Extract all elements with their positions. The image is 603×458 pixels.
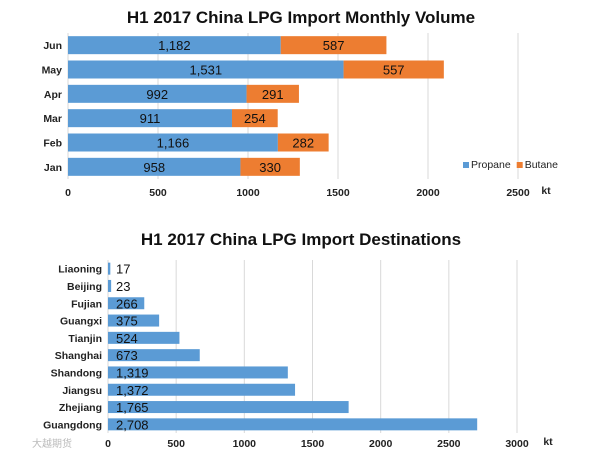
chart-title: H1 2017 China LPG Import Destinations — [141, 230, 461, 249]
data-label: 330 — [259, 160, 281, 175]
data-label: 375 — [116, 314, 138, 329]
category-label: May — [42, 65, 63, 77]
category-label: Shanghai — [55, 350, 102, 362]
bar-propane — [68, 109, 232, 128]
data-label: 911 — [140, 111, 161, 126]
bar-destination — [108, 401, 349, 414]
x-tick-label: 500 — [149, 187, 167, 199]
category-label: Jun — [43, 40, 62, 52]
legend-swatch — [516, 162, 523, 168]
bar-butane — [231, 109, 278, 128]
bar-destination — [108, 383, 296, 396]
bar-propane — [68, 84, 247, 103]
bar-propane — [68, 36, 281, 55]
bar-propane — [68, 157, 241, 176]
bar-destination — [108, 262, 111, 275]
category-label: Beijing — [67, 281, 102, 293]
data-label: 524 — [116, 331, 138, 346]
x-tick-label: 1000 — [236, 187, 260, 199]
bar-butane — [240, 157, 300, 176]
data-label: 958 — [143, 160, 165, 175]
legend-label: Butane — [525, 159, 558, 171]
category-label: Tianjin — [68, 333, 102, 345]
bar-butane — [246, 84, 299, 103]
bar-butane — [343, 60, 444, 79]
category-label: Liaoning — [58, 264, 102, 276]
category-label: Apr — [44, 89, 62, 101]
data-label: 17 — [116, 262, 130, 277]
bar-destination — [108, 418, 478, 431]
bar-destination — [108, 279, 112, 292]
x-tick-label: 500 — [167, 438, 185, 450]
x-tick-label: 2000 — [416, 187, 440, 199]
data-label: 266 — [116, 296, 138, 311]
chart-title: H1 2017 China LPG Import Monthly Volume — [127, 8, 475, 27]
x-tick-label: 2000 — [369, 438, 393, 450]
x-axis-unit: kt — [543, 436, 553, 448]
data-label: 1,182 — [158, 38, 191, 53]
data-label: 1,372 — [116, 383, 149, 398]
data-label: 1,166 — [157, 136, 190, 151]
category-label: Fujian — [71, 298, 102, 310]
bar-destination — [108, 349, 200, 362]
bar-propane — [68, 60, 344, 79]
category-label: Mar — [43, 113, 62, 125]
x-tick-label: 1500 — [326, 187, 350, 199]
category-label: Guangxi — [60, 316, 102, 328]
bar-butane — [280, 36, 387, 55]
data-label: 673 — [116, 348, 138, 363]
category-label: Jiangsu — [62, 385, 102, 397]
x-tick-label: 2500 — [437, 438, 461, 450]
x-tick-label: 0 — [105, 438, 111, 450]
data-label: 2,708 — [116, 417, 149, 432]
category-label: Zhejiang — [59, 402, 102, 414]
category-label: Shandong — [51, 367, 102, 379]
data-label: 23 — [116, 279, 130, 294]
data-label: 557 — [383, 63, 405, 78]
category-label: Guangdong — [43, 419, 102, 431]
bar-butane — [277, 133, 329, 152]
data-label: 282 — [292, 136, 314, 151]
bar-destination — [108, 314, 160, 327]
x-axis-unit: kt — [541, 185, 551, 197]
x-tick-label: 3000 — [505, 438, 529, 450]
data-label: 992 — [146, 87, 168, 102]
data-label: 254 — [244, 111, 266, 126]
x-tick-label: 2500 — [506, 187, 530, 199]
bar-propane — [68, 133, 278, 152]
data-label: 587 — [323, 38, 345, 53]
bar-destination — [108, 297, 145, 310]
data-label: 1,319 — [116, 365, 149, 380]
data-label: 291 — [262, 87, 284, 102]
category-label: Jan — [44, 162, 62, 174]
legend-label: Propane — [471, 159, 511, 171]
x-tick-label: 1000 — [233, 438, 257, 450]
x-tick-label: 1500 — [301, 438, 325, 450]
x-tick-label: 0 — [65, 187, 71, 199]
bar-destination — [108, 331, 180, 344]
data-label: 1,531 — [190, 63, 223, 78]
legend-swatch — [463, 162, 469, 168]
category-label: Feb — [43, 138, 62, 150]
bar-destination — [108, 366, 288, 379]
watermark: 大越期货 — [32, 437, 72, 450]
data-label: 1,765 — [116, 400, 149, 415]
